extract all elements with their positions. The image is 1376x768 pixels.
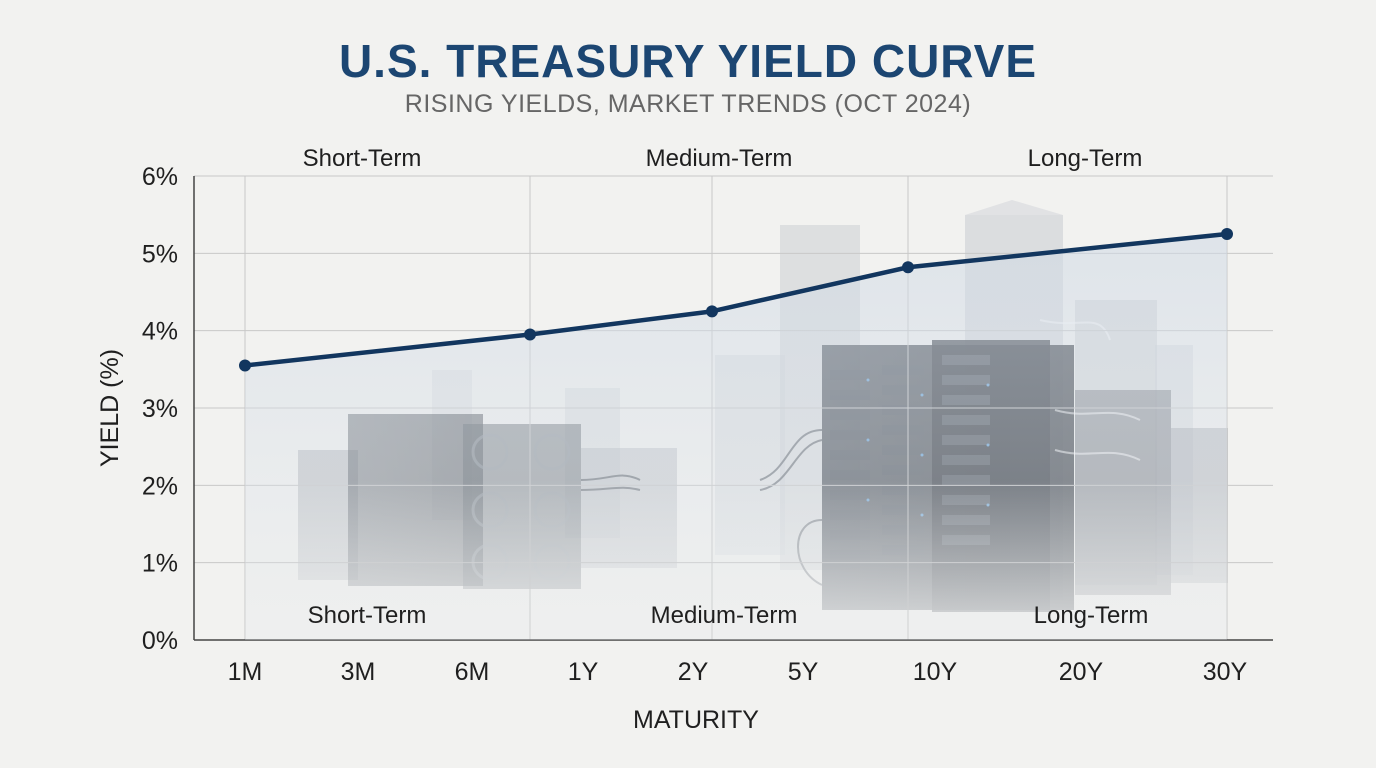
x-tick-label: 2Y — [678, 658, 709, 686]
yield-point — [1221, 228, 1233, 240]
x-tick-label: 5Y — [788, 658, 819, 686]
x-axis-title: MATURITY — [633, 706, 759, 734]
segment-label-top: Long-Term — [1028, 145, 1143, 172]
segment-label-top: Short-Term — [303, 145, 422, 172]
segment-label-bottom: Short-Term — [308, 602, 427, 629]
x-tick-label: 1Y — [568, 658, 599, 686]
yield-point — [239, 359, 251, 372]
x-tick-label: 30Y — [1203, 658, 1248, 686]
y-tick-label: 3% — [142, 395, 178, 423]
x-tick-label: 20Y — [1059, 658, 1104, 686]
chart-title: U.S. TREASURY YIELD CURVE — [338, 35, 1038, 87]
segment-label-bottom: Medium-Term — [651, 602, 798, 629]
x-tick-label: 1M — [228, 658, 263, 686]
x-tick-label: 10Y — [913, 658, 958, 686]
y-tick-label: 0% — [142, 627, 178, 655]
x-tick-label: 3M — [341, 658, 376, 686]
segment-label-bottom: Long-Term — [1034, 602, 1149, 629]
y-tick-label: 1% — [142, 550, 178, 578]
yield-point — [902, 261, 914, 274]
y-tick-label: 6% — [142, 163, 178, 191]
yield-point — [524, 328, 536, 341]
x-tick-label: 6M — [455, 658, 490, 686]
y-axis-title: YIELD (%) — [96, 349, 124, 467]
yield-point — [706, 305, 718, 318]
segment-label-top: Medium-Term — [646, 145, 793, 172]
y-tick-label: 5% — [142, 240, 178, 268]
chart-subtitle: RISING YIELDS, MARKET TRENDS (OCT 2024) — [404, 90, 972, 118]
y-tick-label: 2% — [142, 472, 178, 500]
y-tick-label: 4% — [142, 318, 178, 346]
yield-area — [245, 234, 1227, 640]
